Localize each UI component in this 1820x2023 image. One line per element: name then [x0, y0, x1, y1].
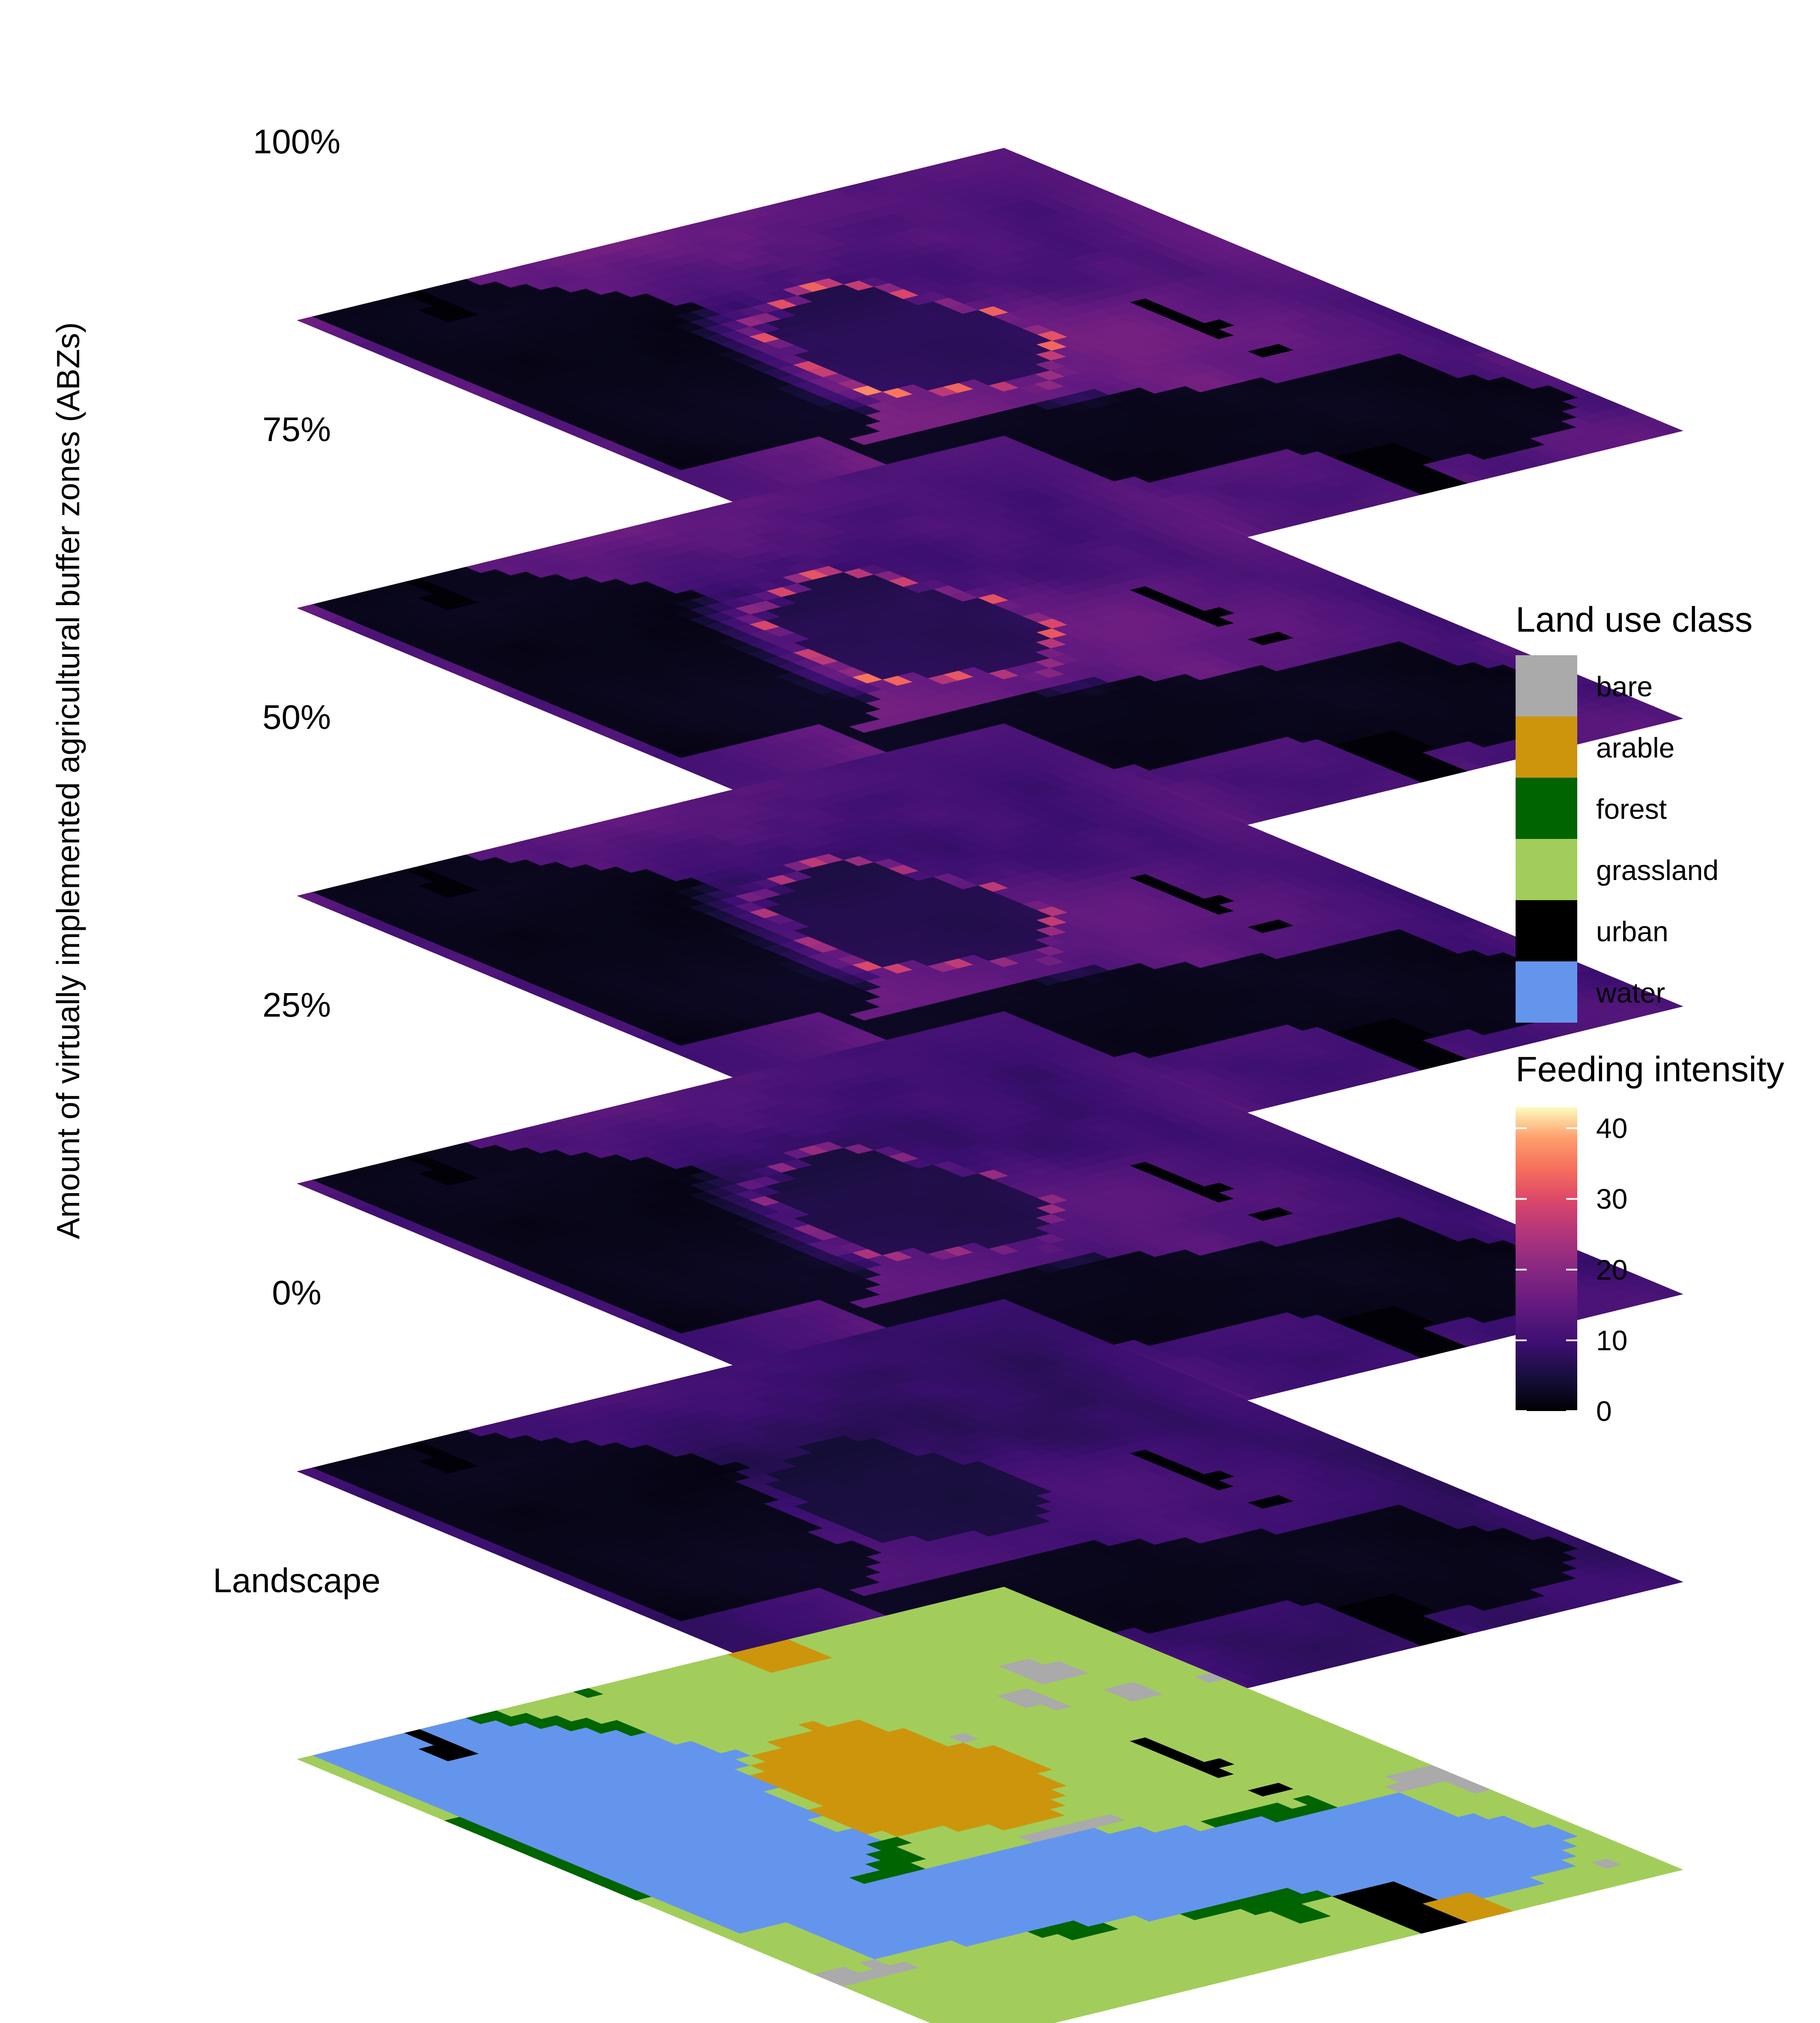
layer-label: 50% [262, 698, 331, 736]
layer-label: 75% [262, 410, 331, 448]
layer-label: 100% [253, 122, 341, 161]
y-axis-label: Amount of virtually implemented agricult… [50, 322, 86, 1239]
map-layers: 100%75%50%25%0%Landscape [213, 122, 1683, 2023]
